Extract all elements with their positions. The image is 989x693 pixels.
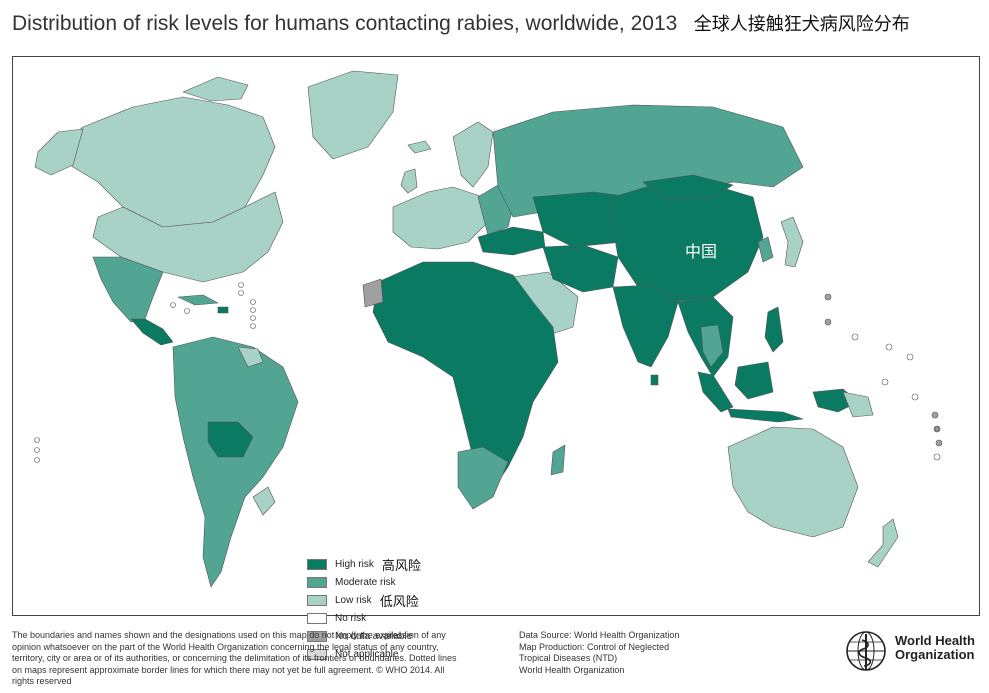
legend-label: Moderate risk bbox=[335, 576, 396, 588]
legend-swatch-low bbox=[307, 594, 327, 606]
who-name: World Health Organization bbox=[895, 634, 975, 662]
region-alaska bbox=[34, 128, 84, 176]
region-usa bbox=[92, 191, 284, 283]
region-korea bbox=[757, 236, 774, 263]
region-central-america bbox=[130, 318, 174, 346]
legend-label: High risk bbox=[335, 558, 374, 570]
legend-swatch-no-data bbox=[307, 630, 327, 642]
world-map: 中国 High risk 高风险 Moderate risk Low risk … bbox=[12, 56, 980, 660]
region-guyana bbox=[237, 346, 264, 368]
region-bolivia bbox=[207, 421, 254, 458]
region-cuba bbox=[177, 294, 219, 306]
region-southern-cone bbox=[252, 486, 276, 516]
legend-label: No risk bbox=[335, 612, 367, 624]
legend-item: Not applicable bbox=[307, 645, 421, 663]
region-western-sahara bbox=[362, 278, 384, 308]
title-chinese: 全球人接触狂犬病风险分布 bbox=[693, 14, 910, 35]
legend-label-zh: 低风险 bbox=[379, 594, 419, 610]
map-production: Map Production: Control of Neglected bbox=[519, 641, 670, 652]
region-png bbox=[842, 391, 874, 418]
legend-label: Low risk bbox=[335, 594, 372, 606]
region-africa bbox=[372, 261, 559, 498]
region-mongolia bbox=[642, 174, 734, 200]
region-new-zealand bbox=[867, 518, 899, 568]
legend-label: No data available bbox=[335, 630, 413, 642]
region-haiti bbox=[217, 306, 229, 314]
map-title: Distribution of risk levels for humans c… bbox=[12, 10, 987, 44]
region-borneo bbox=[734, 361, 774, 400]
legend-label: Not applicable bbox=[335, 648, 399, 660]
map-disclaimer: The boundaries and names shown and the d… bbox=[12, 630, 457, 686]
legend-item: Moderate risk bbox=[307, 573, 421, 591]
region-greenland bbox=[307, 70, 399, 160]
legend-swatch-no-risk bbox=[307, 612, 327, 624]
who-logo: World Health Organization bbox=[843, 628, 983, 674]
map-credits: Data Source: World Health Organization M… bbox=[519, 630, 739, 676]
region-arctic-islands bbox=[182, 76, 249, 102]
map-production-org: World Health Organization bbox=[519, 664, 625, 675]
legend-item: No data available bbox=[307, 627, 421, 645]
region-japan bbox=[780, 216, 804, 268]
who-emblem-icon bbox=[846, 631, 886, 671]
region-java-islands bbox=[727, 408, 804, 423]
legend-item: No risk bbox=[307, 609, 421, 627]
region-scandinavia bbox=[452, 121, 494, 188]
region-thailand bbox=[700, 324, 724, 368]
region-south-america-north bbox=[172, 336, 299, 588]
who-name-line2: Organization bbox=[895, 647, 975, 662]
china-label: 中国 bbox=[685, 242, 717, 261]
legend-swatch-not-applicable bbox=[307, 648, 327, 660]
region-russia bbox=[492, 104, 804, 218]
map-production-unit: Tropical Diseases (NTD) bbox=[519, 653, 618, 663]
region-sri-lanka bbox=[650, 374, 659, 386]
region-western-europe bbox=[392, 186, 489, 250]
legend-item: High risk 高风险 bbox=[307, 555, 421, 574]
who-name-line1: World Health bbox=[895, 633, 975, 648]
world-map-svg: 中国 bbox=[34, 70, 943, 588]
region-canada bbox=[52, 96, 276, 228]
data-source: Data Source: World Health Organization bbox=[519, 630, 680, 640]
region-australia bbox=[727, 426, 859, 538]
region-philippines bbox=[764, 306, 784, 353]
region-uk bbox=[400, 168, 418, 194]
region-india bbox=[612, 284, 679, 368]
map-legend: High risk 高风险 Moderate risk Low risk 低风险… bbox=[307, 555, 421, 663]
region-madagascar bbox=[550, 444, 566, 476]
region-southern-africa bbox=[457, 446, 509, 510]
legend-item: Low risk 低风险 bbox=[307, 591, 421, 610]
pacific-islands bbox=[34, 282, 943, 463]
legend-swatch-moderate bbox=[307, 576, 327, 588]
region-sumatra bbox=[697, 371, 734, 413]
region-iceland bbox=[407, 140, 432, 154]
legend-swatch-high bbox=[307, 558, 327, 570]
legend-label-zh: 高风险 bbox=[381, 558, 421, 574]
title-english: Distribution of risk levels for humans c… bbox=[12, 12, 678, 35]
